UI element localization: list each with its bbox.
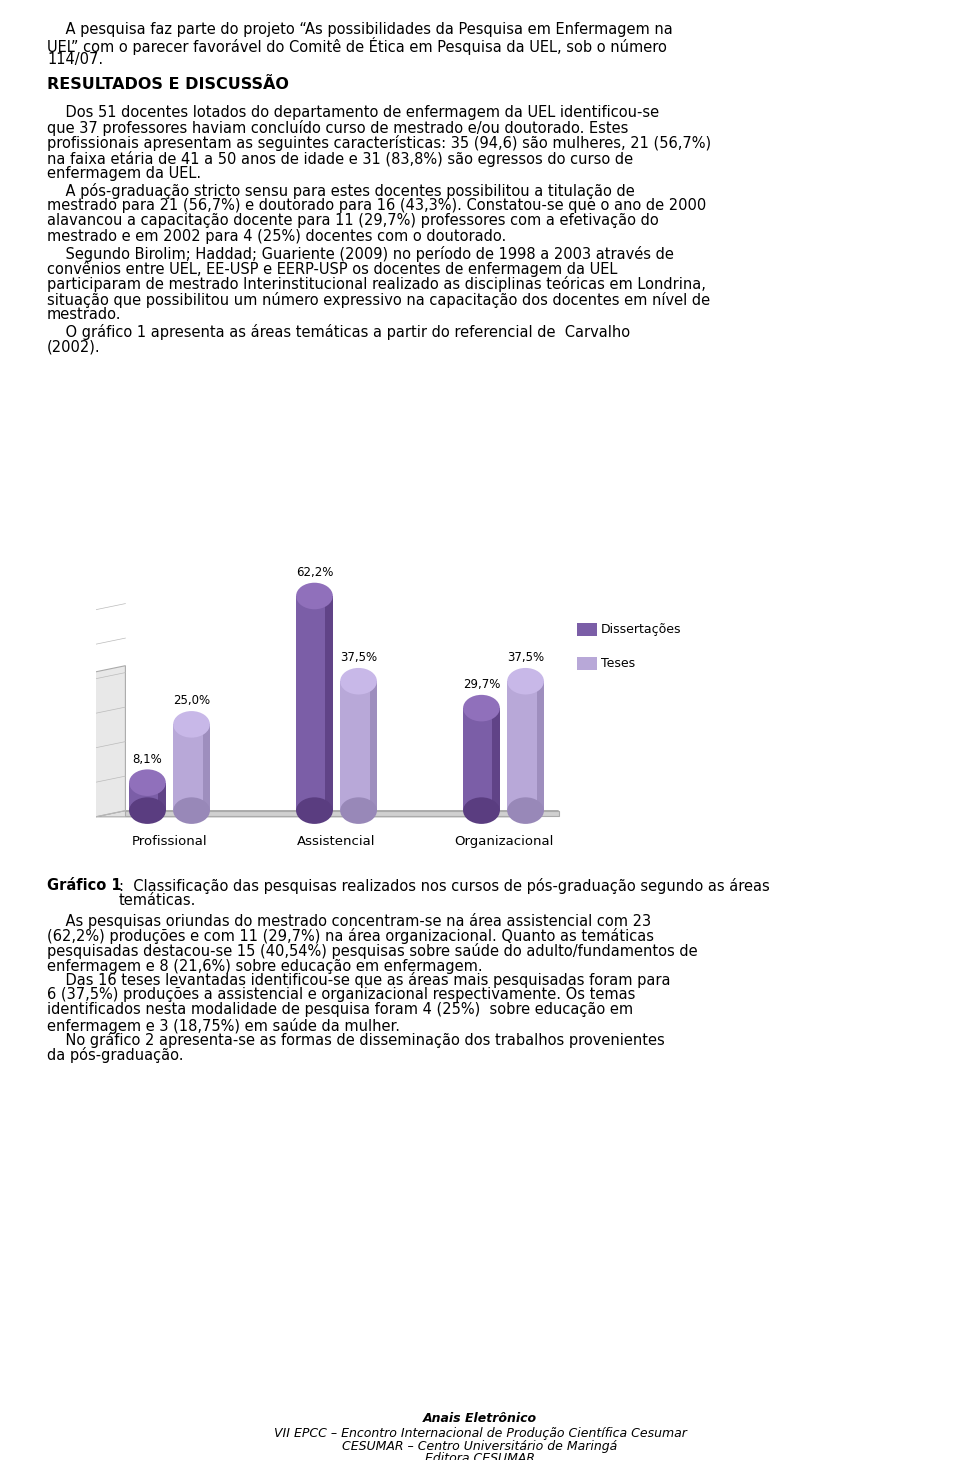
Text: Segundo Birolim; Haddad; Guariente (2009) no período de 1998 a 2003 através de: Segundo Birolim; Haddad; Guariente (2009… <box>47 245 674 261</box>
Ellipse shape <box>173 797 210 823</box>
Text: enfermagem da UEL.: enfermagem da UEL. <box>47 166 202 181</box>
Text: Gráfico 1: Gráfico 1 <box>47 877 122 894</box>
Ellipse shape <box>173 711 210 737</box>
Text: 37,5%: 37,5% <box>507 651 544 664</box>
Bar <box>507 682 544 810</box>
Text: pesquisadas destacou-se 15 (40,54%) pesquisas sobre saúde do adulto/fundamentos : pesquisadas destacou-se 15 (40,54%) pesq… <box>47 943 698 959</box>
Text: profissionais apresentam as seguintes características: 35 (94,6) são mulheres, 2: profissionais apresentam as seguintes ca… <box>47 136 711 152</box>
Text: No gráfico 2 apresenta-se as formas de disseminação dos trabalhos provenientes: No gráfico 2 apresenta-se as formas de d… <box>47 1032 664 1048</box>
Text: Dissertações: Dissertações <box>601 623 682 637</box>
Text: enfermagem e 8 (21,6%) sobre educação em enfermagem.: enfermagem e 8 (21,6%) sobre educação em… <box>47 959 483 974</box>
Text: 6 (37,5%) produções a assistencial e organizacional respectivamente. Os temas: 6 (37,5%) produções a assistencial e org… <box>47 987 636 1002</box>
Bar <box>203 724 210 810</box>
Text: enfermagem e 3 (18,75%) em saúde da mulher.: enfermagem e 3 (18,75%) em saúde da mulh… <box>47 1018 400 1034</box>
Ellipse shape <box>507 797 544 823</box>
Text: mestrado e em 2002 para 4 (25%) docentes com o doutorado.: mestrado e em 2002 para 4 (25%) docentes… <box>47 229 506 244</box>
Bar <box>537 682 544 810</box>
Bar <box>158 783 166 810</box>
Polygon shape <box>95 666 126 816</box>
Text: convênios entre UEL, EE-USP e EERP-USP os docentes de enfermagem da UEL: convênios entre UEL, EE-USP e EERP-USP o… <box>47 261 617 277</box>
Text: mestrado.: mestrado. <box>47 307 122 321</box>
Text: UEL” com o parecer favorável do Comitê de Ética em Pesquisa da UEL, sob o número: UEL” com o parecer favorável do Comitê d… <box>47 36 667 55</box>
Text: A pós-graduação stricto sensu para estes docentes possibilitou a titulação de: A pós-graduação stricto sensu para estes… <box>47 182 635 199</box>
Bar <box>577 657 597 670</box>
Text: 25,0%: 25,0% <box>173 695 210 708</box>
Text: situação que possibilitou um número expressivo na capacitação dos docentes em ní: situação que possibilitou um número expr… <box>47 292 710 308</box>
Text: RESULTADOS E DISCUSSÃO: RESULTADOS E DISCUSSÃO <box>47 77 289 92</box>
Bar <box>463 708 500 810</box>
Polygon shape <box>95 810 559 816</box>
Ellipse shape <box>340 667 377 695</box>
Text: 8,1%: 8,1% <box>132 753 162 765</box>
Text: Dos 51 docentes lotados do departamento de enfermagem da UEL identificou-se: Dos 51 docentes lotados do departamento … <box>47 105 660 120</box>
Text: CESUMAR – Centro Universitário de Maringá: CESUMAR – Centro Universitário de Maring… <box>343 1440 617 1453</box>
Text: Assistencial: Assistencial <box>298 835 375 848</box>
Bar <box>370 682 377 810</box>
Text: 29,7%: 29,7% <box>463 679 500 691</box>
Text: mestrado para 21 (56,7%) e doutorado para 16 (43,3%). Constatou-se que o ano de : mestrado para 21 (56,7%) e doutorado par… <box>47 199 707 213</box>
Text: Anais Eletrônico: Anais Eletrônico <box>423 1412 537 1425</box>
Ellipse shape <box>340 797 377 823</box>
Text: participaram de mestrado Interinstitucional realizado as disciplinas teóricas em: participaram de mestrado Interinstitucio… <box>47 276 706 292</box>
Text: 37,5%: 37,5% <box>340 651 377 664</box>
Ellipse shape <box>463 797 500 823</box>
Bar <box>296 596 333 810</box>
Bar <box>325 596 333 810</box>
Text: temáticas.: temáticas. <box>119 894 197 908</box>
Text: Organizacional: Organizacional <box>454 835 553 848</box>
Text: Teses: Teses <box>601 657 635 670</box>
Polygon shape <box>126 810 559 816</box>
Bar <box>492 708 500 810</box>
Text: identificados nesta modalidade de pesquisa foram 4 (25%)  sobre educação em: identificados nesta modalidade de pesqui… <box>47 1003 634 1018</box>
Text: alavancou a capacitação docente para 11 (29,7%) professores com a efetivação do: alavancou a capacitação docente para 11 … <box>47 213 659 228</box>
Bar <box>173 724 210 810</box>
Text: da pós-graduação.: da pós-graduação. <box>47 1047 183 1063</box>
Text: na faixa etária de 41 a 50 anos de idade e 31 (83,8%) são egressos do curso de: na faixa etária de 41 a 50 anos de idade… <box>47 150 634 166</box>
Bar <box>129 783 166 810</box>
Ellipse shape <box>129 769 166 796</box>
Text: :  Classificação das pesquisas realizados nos cursos de pós-graduação segundo as: : Classificação das pesquisas realizados… <box>119 877 770 894</box>
Text: Editora CESUMAR: Editora CESUMAR <box>425 1453 535 1460</box>
Text: Profissional: Profissional <box>132 835 207 848</box>
Ellipse shape <box>129 797 166 823</box>
Text: A pesquisa faz parte do projeto “As possibilidades da Pesquisa em Enfermagem na: A pesquisa faz parte do projeto “As poss… <box>47 22 673 36</box>
Ellipse shape <box>296 797 333 823</box>
Text: (62,2%) produções e com 11 (29,7%) na área organizacional. Quanto as temáticas: (62,2%) produções e com 11 (29,7%) na ár… <box>47 929 654 945</box>
Ellipse shape <box>296 583 333 609</box>
Bar <box>577 623 597 637</box>
Text: VII EPCC – Encontro Internacional de Produção Científica Cesumar: VII EPCC – Encontro Internacional de Pro… <box>274 1426 686 1440</box>
Text: 62,2%: 62,2% <box>296 566 333 580</box>
Ellipse shape <box>507 667 544 695</box>
Text: 114/07.: 114/07. <box>47 53 103 67</box>
Text: que 37 professores haviam concluído curso de mestrado e/ou doutorado. Estes: que 37 professores haviam concluído curs… <box>47 120 629 136</box>
Text: Das 16 teses levantadas identificou-se que as áreas mais pesquisadas foram para: Das 16 teses levantadas identificou-se q… <box>47 972 670 988</box>
Text: (2002).: (2002). <box>47 339 101 355</box>
Text: O gráfico 1 apresenta as áreas temáticas a partir do referencial de  Carvalho: O gráfico 1 apresenta as áreas temáticas… <box>47 324 630 340</box>
Text: As pesquisas oriundas do mestrado concentram-se na área assistencial com 23: As pesquisas oriundas do mestrado concen… <box>47 912 651 929</box>
Ellipse shape <box>463 695 500 721</box>
Bar <box>340 682 377 810</box>
